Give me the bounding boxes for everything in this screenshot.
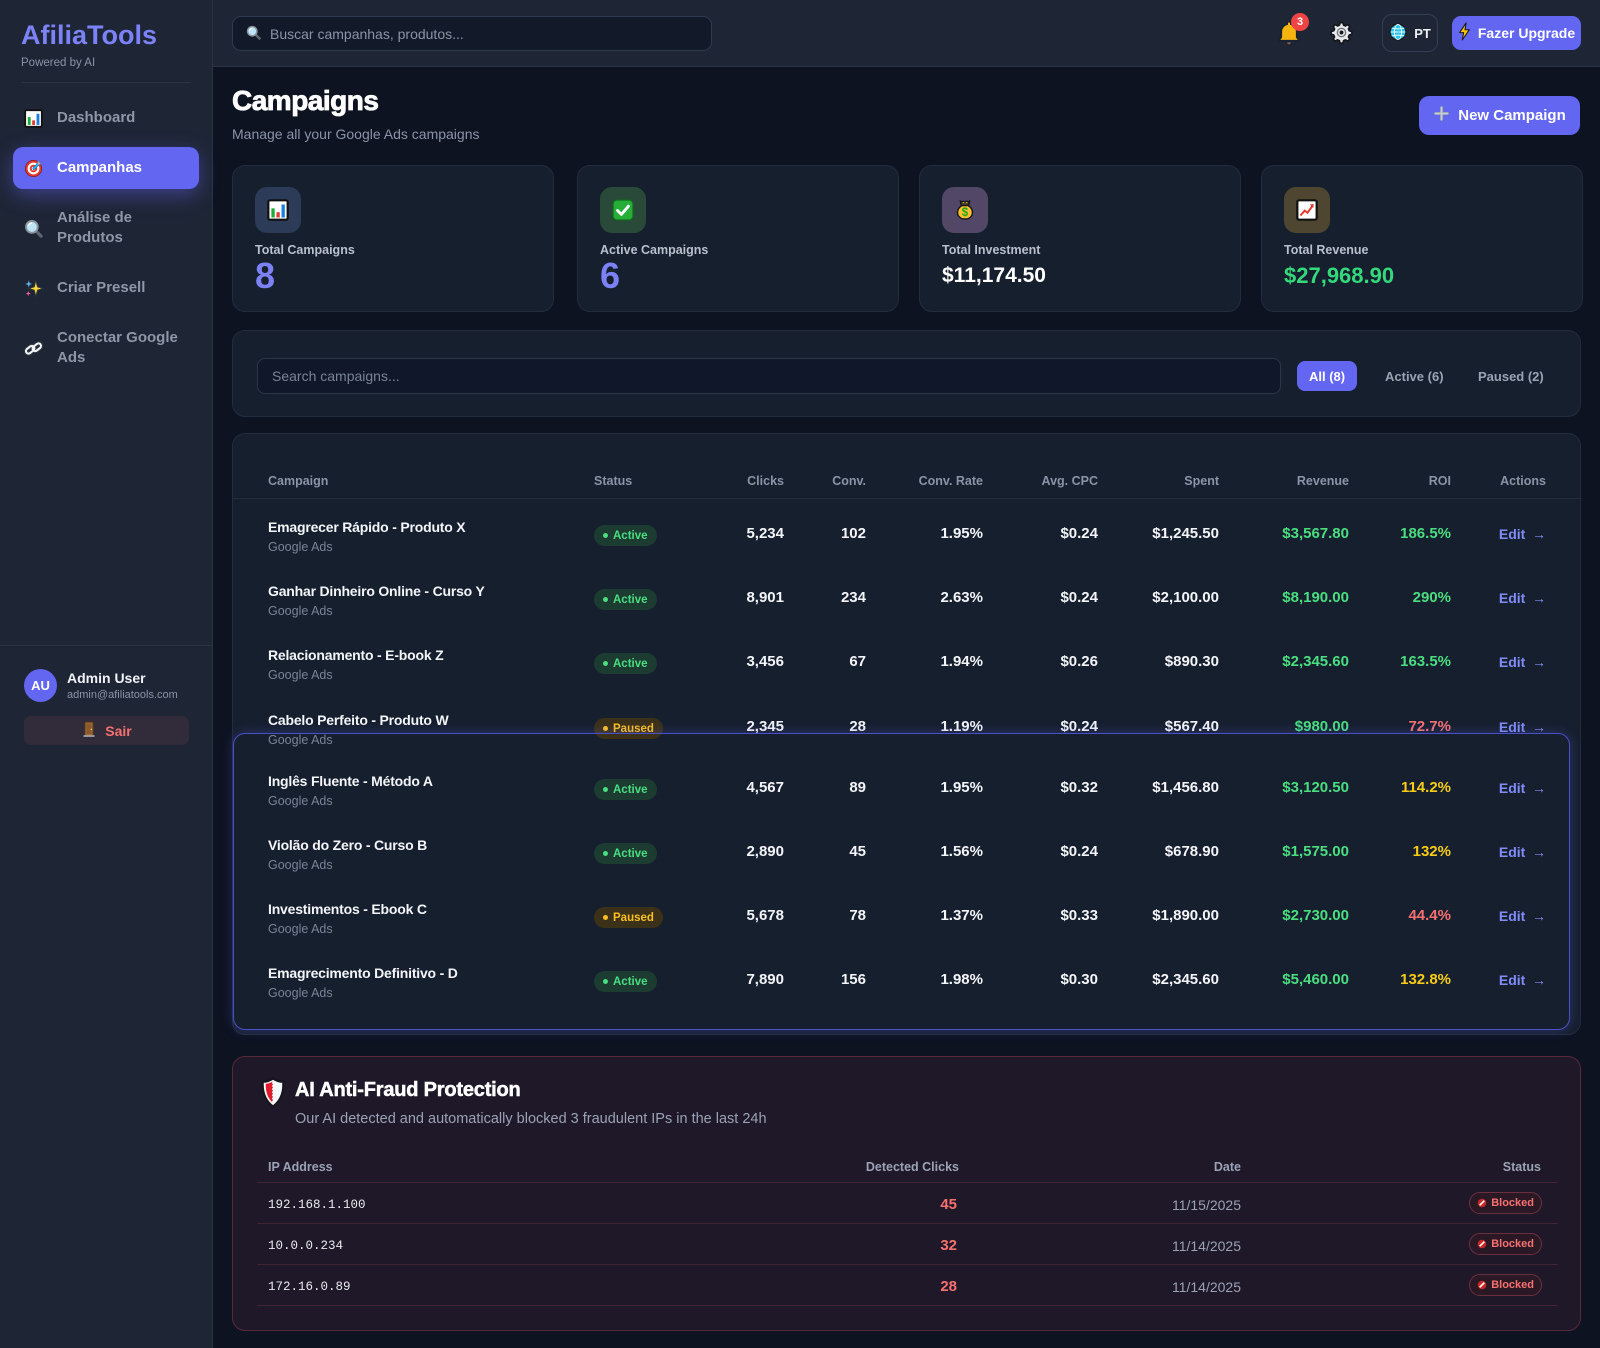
svg-text:$: $ <box>962 207 969 219</box>
